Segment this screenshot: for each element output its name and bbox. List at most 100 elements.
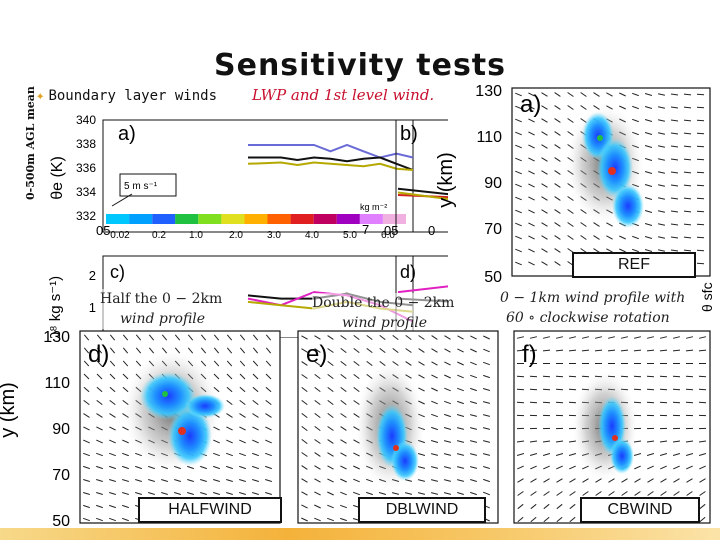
wind-arrow <box>327 426 334 431</box>
wind-arrow <box>83 492 90 495</box>
wind-arrow <box>555 336 564 339</box>
wind-arrow <box>515 235 522 240</box>
wind-arrow <box>660 465 667 470</box>
wind-arrow <box>683 158 692 161</box>
wind-arrow <box>405 361 412 366</box>
wind-arrow <box>469 453 478 456</box>
wind-arrow <box>200 360 207 367</box>
map-ytick: 90 <box>484 175 502 192</box>
wind-arrow <box>528 222 535 227</box>
slide-title: Sensitivity tests <box>214 48 506 83</box>
wind-arrow <box>226 479 233 482</box>
wind-arrow <box>443 440 452 443</box>
wind-arrow <box>213 479 220 482</box>
wind-arrow <box>301 491 308 496</box>
wind-arrow <box>582 491 589 496</box>
wind-arrow <box>515 92 522 97</box>
wind-arrow <box>109 373 116 380</box>
wind-arrow <box>683 184 692 187</box>
wind-arrow <box>340 452 347 457</box>
wind-arrow <box>528 183 535 188</box>
wind-arrow <box>698 401 707 404</box>
map-ytick: 70 <box>484 221 502 238</box>
wind-arrow <box>469 466 478 469</box>
wind-arrow <box>456 453 465 456</box>
wind-arrow <box>314 517 321 522</box>
wind-arrow <box>226 386 233 393</box>
wind-arrow <box>252 360 259 367</box>
precip-cell <box>185 394 225 418</box>
wind-arrow <box>431 400 438 405</box>
wind-arrow <box>239 492 246 495</box>
wind-arrow <box>213 492 220 495</box>
wind-arrow <box>109 517 116 522</box>
wind-arrow <box>554 209 561 214</box>
wind-arrow <box>686 478 693 483</box>
ytick-a: 334 <box>76 185 96 199</box>
wind-arrow <box>187 334 194 341</box>
wind-arrow <box>301 517 308 522</box>
wind-arrow <box>543 478 550 483</box>
wind-arrow <box>83 360 90 367</box>
wind-arrow <box>327 348 334 353</box>
wind-arrow <box>657 223 666 226</box>
wind-arrow <box>456 440 465 443</box>
wind-arrow <box>567 248 574 253</box>
wind-arrow <box>327 360 334 367</box>
panel-a-label: a) <box>118 123 136 145</box>
wind-arrow <box>239 426 246 431</box>
wind-arrow <box>670 249 679 252</box>
wind-arrow <box>657 145 666 148</box>
wind-arrow <box>593 92 600 97</box>
wind-arrow <box>698 440 707 443</box>
wind-arrow <box>529 401 538 404</box>
wind-arrow <box>683 171 692 174</box>
wind-arrow <box>378 492 387 495</box>
slide-subtitle: ✦ Boundary layer winds <box>36 88 217 104</box>
wind-arrow <box>252 479 259 482</box>
wind-arrow <box>469 414 478 417</box>
scale-label: 5 m s⁻¹ <box>124 181 158 192</box>
wind-arrow <box>483 374 490 379</box>
wind-arrow <box>353 452 360 457</box>
wind-arrow <box>483 478 490 483</box>
wind-arrow <box>122 334 129 341</box>
wind-arrow <box>122 465 129 470</box>
wind-arrow <box>431 426 438 431</box>
wind-arrow <box>683 249 692 252</box>
colorbar-swatch <box>382 214 406 224</box>
wind-arrow <box>554 261 561 266</box>
wind-arrow <box>483 348 490 353</box>
wind-arrow <box>593 235 600 240</box>
wind-arrow <box>265 465 272 470</box>
ytick-c: 1 <box>89 300 96 315</box>
wind-arrow <box>239 439 246 444</box>
wind-arrow <box>567 92 574 97</box>
double-annotation: Double the 0 − 2km wind profile <box>312 293 455 333</box>
wind-arrow <box>392 334 399 341</box>
wind-arrow <box>657 184 666 187</box>
wind-arrow <box>528 131 535 136</box>
wind-arrow <box>541 196 548 201</box>
wind-arrow <box>582 478 589 483</box>
wind-arrow <box>555 388 564 391</box>
precip-cell <box>610 438 634 474</box>
wind-arrow <box>327 373 334 380</box>
ytick-a: 338 <box>76 137 96 151</box>
wind-arrow <box>657 171 666 174</box>
map-panel-label: d) <box>88 341 109 368</box>
wind-arrow <box>314 361 321 366</box>
wind-arrow <box>683 223 692 226</box>
wind-arrow <box>226 399 233 406</box>
wind-arrow <box>252 413 259 418</box>
wind-arrow <box>301 504 308 509</box>
wind-arrow <box>696 262 705 265</box>
wind-arrow <box>109 439 116 444</box>
panel-b-label: b) <box>400 123 418 145</box>
wind-arrow <box>660 478 667 483</box>
precip-core <box>393 445 399 451</box>
xlabel-b-left: 05 <box>384 223 398 238</box>
wind-arrow <box>659 401 668 404</box>
wind-arrow <box>265 347 272 354</box>
wind-arrow <box>314 335 321 340</box>
